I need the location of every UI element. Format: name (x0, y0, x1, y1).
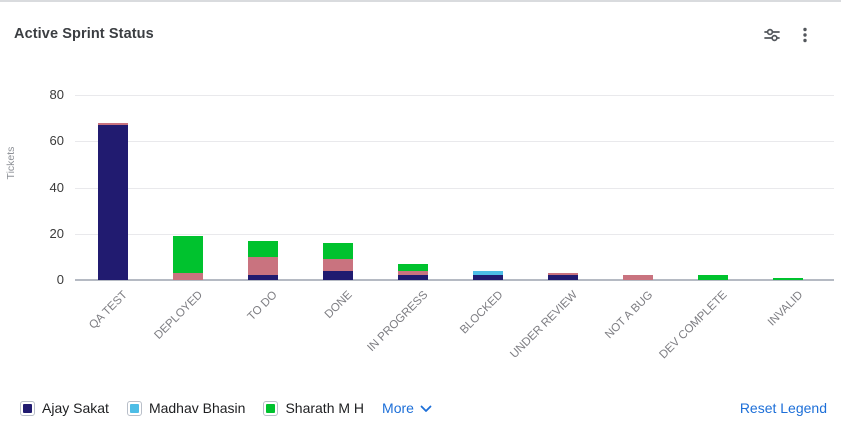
x-axis-category-label: QA TEST (87, 289, 130, 332)
x-axis-category-label: DEV COMPLETE (657, 289, 730, 362)
x-axis-category-label: BLOCKED (457, 289, 505, 337)
bar-segment[interactable] (247, 275, 278, 280)
gridline (75, 233, 834, 235)
x-axis-category-label: DONE (322, 289, 355, 321)
bar-segment[interactable] (622, 275, 653, 280)
bar-segment[interactable] (172, 236, 203, 274)
bar-segment[interactable] (547, 275, 578, 280)
chevron-down-icon (420, 400, 432, 416)
x-axis-category-label: NOT A BUG (602, 289, 655, 342)
bar-segment[interactable] (322, 270, 353, 280)
legend-swatch-icon (20, 400, 35, 416)
bar-segment[interactable] (397, 270, 428, 276)
bar-segment[interactable] (547, 273, 578, 276)
legend-item-sharath-m-h[interactable]: Sharath M H (263, 400, 364, 416)
legend-item-madhav-bhasin[interactable]: Madhav Bhasin (126, 400, 246, 416)
gridline (75, 95, 834, 96)
x-axis-category-label: TO DO (245, 289, 280, 324)
legend-label: Madhav Bhasin (148, 400, 246, 416)
x-axis-category-label: UNDER REVIEW (508, 289, 580, 361)
x-axis-line (75, 279, 834, 281)
widget-title: Active Sprint Status (14, 26, 154, 42)
legend-label: Ajay Sakat (42, 400, 109, 416)
bar-segment[interactable] (397, 263, 428, 271)
y-axis-tick-label: 20 (49, 225, 64, 241)
bar-segment[interactable] (247, 256, 278, 276)
x-axis-category-label: IN PROGRESS (365, 289, 430, 354)
legend-swatch-icon (126, 400, 142, 416)
sliders-icon (762, 25, 782, 45)
bar-segment[interactable] (97, 125, 128, 280)
bar-segment[interactable] (397, 275, 428, 280)
bar-segment[interactable] (772, 277, 803, 280)
bar-segment[interactable] (97, 122, 128, 126)
kebab-menu-icon (795, 25, 815, 45)
gridline (75, 187, 834, 189)
x-axis-category-label: INVALID (765, 289, 805, 329)
bar-segment[interactable] (322, 243, 353, 260)
bar-segment[interactable] (172, 273, 203, 280)
y-axis-tick-label: 0 (56, 272, 64, 287)
x-axis-category-label: DEPLOYED (152, 289, 205, 342)
reset-legend-link[interactable]: Reset Legend (739, 400, 827, 416)
bar-segment[interactable] (472, 275, 503, 280)
legend-item-ajay-sakat[interactable]: Ajay Sakat (20, 400, 109, 416)
legend-swatch-icon (263, 400, 279, 416)
y-axis-tick-label: 80 (49, 87, 64, 102)
gridline (75, 141, 834, 143)
y-axis-tick-label: 40 (49, 179, 64, 195)
legend-more-link[interactable]: More (382, 400, 432, 416)
bar-segment[interactable] (247, 240, 278, 257)
bar-segment[interactable] (322, 259, 353, 271)
chart-settings-button[interactable] (760, 23, 784, 47)
widget-menu-button[interactable] (793, 23, 817, 47)
bar-segment[interactable] (697, 275, 728, 280)
y-axis-tick-label: 60 (49, 133, 64, 149)
bar-segment[interactable] (472, 270, 503, 276)
y-axis-title: Tickets (5, 146, 17, 180)
legend-more-label: More (382, 400, 414, 416)
chart-legend: Ajay Sakat Madhav Bhasin Sharath M H Mor… (20, 397, 432, 419)
legend-label: Sharath M H (285, 400, 365, 416)
